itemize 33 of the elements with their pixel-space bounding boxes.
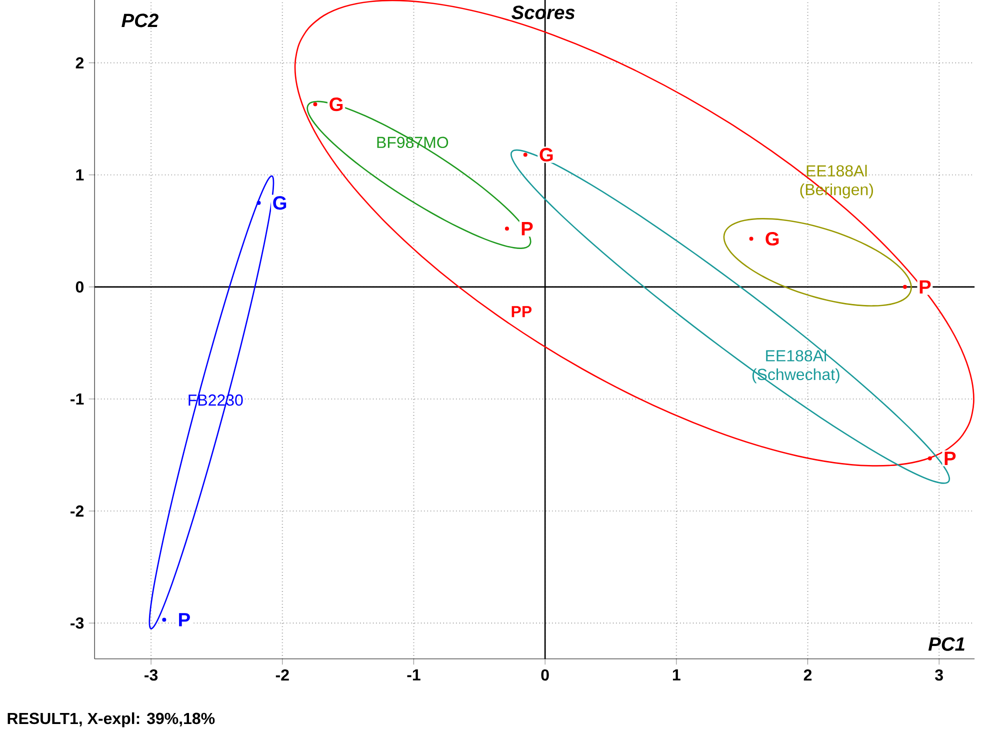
y-tick-label: -2: [70, 505, 84, 517]
x-axis-title: PC1: [928, 637, 964, 651]
point: [523, 152, 528, 157]
point: [256, 200, 261, 205]
x-tick-label: -1: [407, 669, 420, 680]
x-tick-label: 2: [804, 669, 812, 680]
y-tick-label: -1: [70, 393, 84, 404]
data-label: G: [540, 148, 553, 162]
data-label: P: [522, 222, 533, 236]
x-tick-label: -2: [276, 669, 289, 680]
data-label: G: [766, 232, 779, 246]
data-label: G: [330, 98, 343, 112]
point: [749, 236, 754, 241]
point: [928, 456, 932, 460]
text: RESULT1, X-expl: 39%,18%: [8, 712, 215, 728]
data-label: P: [944, 452, 956, 465]
annotation: PP: [512, 306, 532, 318]
data-label: P: [920, 280, 931, 294]
point: [902, 284, 907, 289]
point: [162, 618, 166, 622]
x-tick-label: 3: [935, 669, 943, 681]
x-tick-label: 1: [672, 669, 680, 680]
x-tick-label: -3: [144, 669, 158, 681]
y-tick-label: 0: [76, 281, 84, 293]
point: [504, 226, 509, 231]
x-tick-label: 0: [541, 669, 549, 681]
y-tick-label: -3: [70, 617, 84, 629]
data-label: G: [273, 196, 286, 210]
data-label: P: [179, 613, 190, 626]
y-axis-title: PC2: [122, 14, 158, 28]
point: [313, 102, 318, 106]
y-tick-label: 2: [76, 57, 84, 68]
y-tick-label: 1: [76, 169, 84, 180]
